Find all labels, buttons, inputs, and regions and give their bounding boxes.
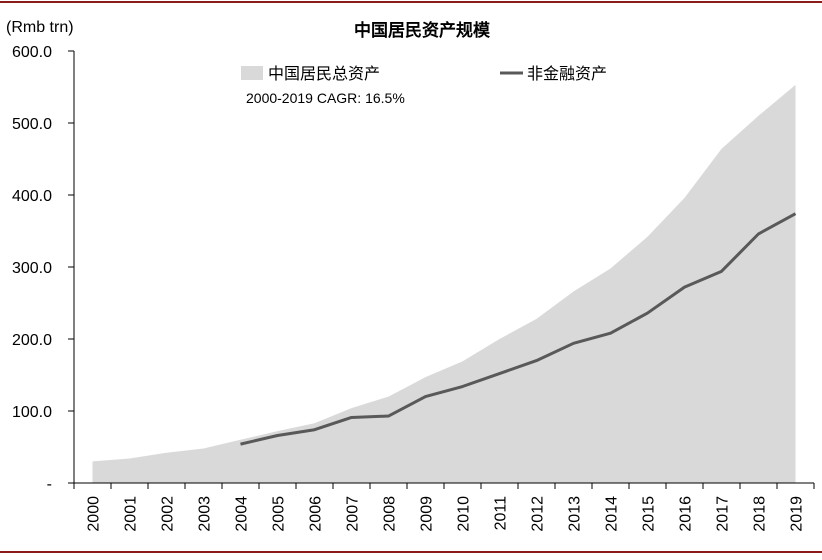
y-tick-label: 500.0 xyxy=(12,116,52,133)
y-tick-label: 600.0 xyxy=(12,44,52,61)
legend-swatch-total-assets xyxy=(241,66,263,80)
x-tick-label: 2004 xyxy=(234,496,251,532)
plot-area: - 100.0 200.0 300.0 400.0 500.0 600.0 2000 2001 2… xyxy=(12,44,815,532)
x-tick-label: 2012 xyxy=(530,496,547,532)
x-tick-label: 2001 xyxy=(123,496,140,532)
x-tick-label: 2000 xyxy=(86,496,103,532)
y-tick-label: 100.0 xyxy=(12,404,52,421)
y-tick-label: 300.0 xyxy=(12,260,52,277)
x-tick-label: 2019 xyxy=(789,496,806,532)
x-tick-label: 2006 xyxy=(308,496,325,532)
chart-title: 中国居民资产规模 xyxy=(354,20,491,41)
x-tick-label: 2007 xyxy=(345,496,362,532)
x-tick-label: 2009 xyxy=(419,496,436,532)
legend: 中国居民总资产 非金融资产 xyxy=(241,64,607,83)
y-tick-label: 200.0 xyxy=(12,332,52,349)
line-non-financial-assets xyxy=(240,212,797,446)
y-tick-label: 400.0 xyxy=(12,188,52,205)
x-tick-label: 2017 xyxy=(715,496,732,532)
x-tick-label: 2005 xyxy=(271,496,288,532)
x-tick-label: 2002 xyxy=(160,496,177,532)
x-tick-label: 2016 xyxy=(678,496,695,532)
y-tick-label: - xyxy=(47,476,52,493)
y-axis-label: (Rmb trn) xyxy=(6,19,74,36)
x-tick-label: 2018 xyxy=(752,496,769,532)
x-tick-label: 2008 xyxy=(382,496,399,532)
cagr-annotation: 2000-2019 CAGR: 16.5% xyxy=(246,90,405,106)
x-tick-label: 2010 xyxy=(456,496,473,532)
legend-label-non-financial-assets: 非金融资产 xyxy=(527,64,607,83)
legend-label-total-assets: 中国居民总资产 xyxy=(268,64,380,83)
x-tick-label: 2015 xyxy=(641,496,658,532)
x-tick-label: 2011 xyxy=(493,496,510,531)
x-tick-label: 2003 xyxy=(197,496,214,532)
x-tick-label: 2013 xyxy=(567,496,584,532)
area-total-assets xyxy=(92,84,796,483)
x-tick-label: 2014 xyxy=(604,496,621,532)
